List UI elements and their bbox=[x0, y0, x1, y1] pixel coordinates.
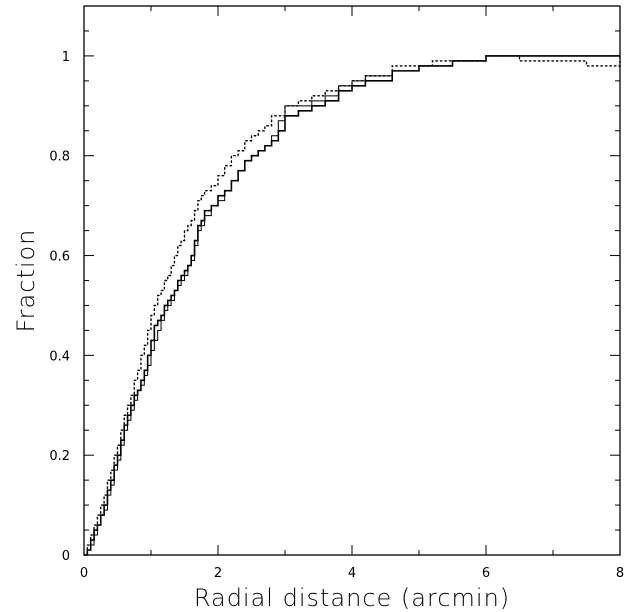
x-tick-label: 2 bbox=[214, 566, 222, 581]
series-line-1 bbox=[84, 55, 620, 556]
y-axis: 0 0.2 0.4 0.6 0.8 1 bbox=[49, 5, 620, 564]
y-tick-label: 0.6 bbox=[49, 250, 70, 265]
x-tick-label: 8 bbox=[616, 566, 624, 581]
x-axis-title: Radial distance (arcmin) bbox=[194, 584, 510, 612]
plot-frame bbox=[83, 5, 621, 556]
x-tick-label: 4 bbox=[348, 566, 356, 581]
y-tick-label: 0.8 bbox=[49, 150, 70, 165]
y-tick-label: 1 bbox=[62, 50, 70, 65]
y-axis-title: Fraction bbox=[12, 229, 40, 333]
x-tick-label: 0 bbox=[80, 566, 88, 581]
x-tick-label: 6 bbox=[482, 566, 490, 581]
y-tick-label: 0 bbox=[62, 549, 70, 564]
y-tick-label: 0.4 bbox=[49, 349, 70, 364]
y-tick-label: 0.2 bbox=[49, 449, 70, 464]
series-line-2 bbox=[84, 55, 620, 556]
series-line-3 bbox=[83, 55, 621, 556]
series-layer bbox=[83, 55, 621, 556]
